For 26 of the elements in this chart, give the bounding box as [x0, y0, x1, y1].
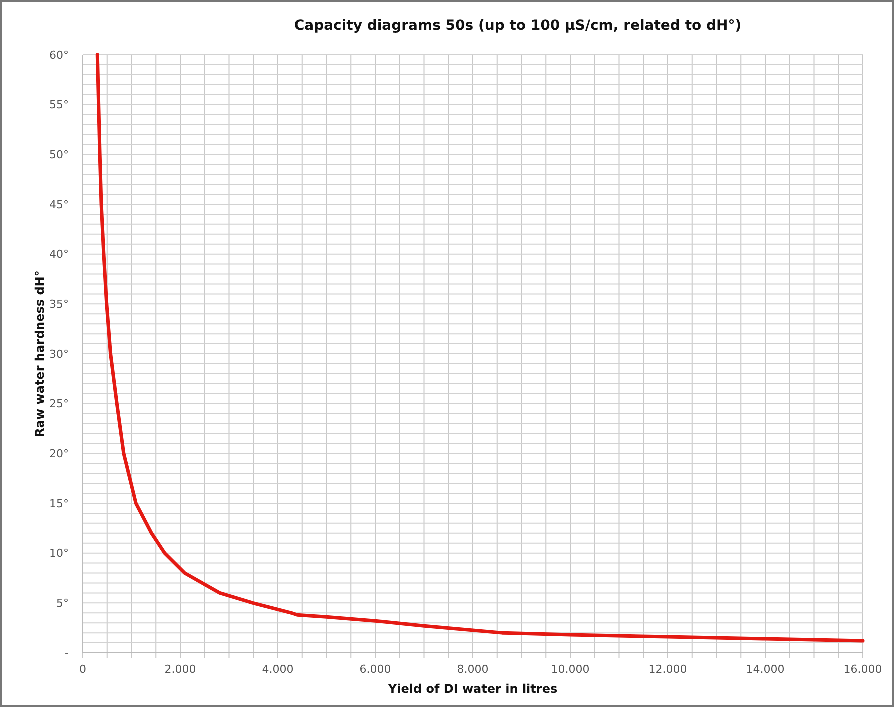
x-tick-label: 14.000: [746, 663, 785, 676]
x-tick-label: 8.000: [457, 663, 489, 676]
y-tick-label: 35°: [50, 298, 69, 312]
x-tick-label: 4.000: [262, 663, 294, 676]
y-tick-label: 20°: [50, 448, 69, 461]
chart-title: Capacity diagrams 50s (up to 100 µS/cm, related to dH°): [294, 18, 742, 34]
y-tick-label: 40°: [50, 248, 69, 262]
x-tick-label: 6.000: [360, 663, 392, 676]
y-tick-label: 60°: [50, 48, 69, 62]
x-tick-label: 10.000: [551, 663, 590, 676]
y-tick-label: 25°: [50, 398, 69, 411]
x-tick-label: 16.000: [844, 663, 882, 676]
y-tick-label: 5°: [56, 597, 69, 610]
x-tick-label: 2.000: [164, 663, 196, 676]
y-tick-label: 45°: [50, 198, 69, 212]
y-tick-label: 55°: [50, 98, 69, 112]
y-tick-label: 10°: [50, 547, 69, 560]
y-tick-label: 15°: [50, 497, 69, 510]
y-tick-label: 50°: [50, 148, 69, 162]
x-tick-label: 0: [80, 663, 86, 676]
line-series: [96, 53, 865, 643]
x-tick-label: 12.000: [648, 663, 688, 676]
y-tick-label: 30°: [50, 348, 69, 361]
x-axis-title: Yield of DI water in litres: [387, 682, 558, 696]
y-axis-title: Raw water hardness dH°: [33, 270, 47, 438]
y-tick-label: -: [65, 646, 70, 660]
